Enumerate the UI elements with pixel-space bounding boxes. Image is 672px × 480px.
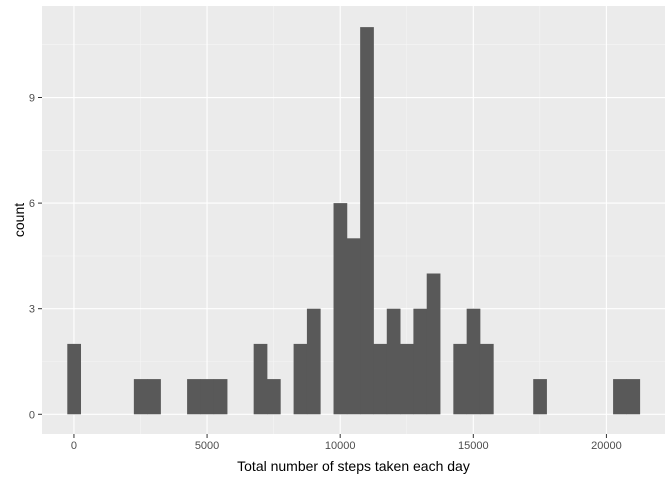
y-tick-label: 9 bbox=[29, 93, 35, 105]
histogram-bar bbox=[533, 379, 547, 415]
x-tick-label: 5000 bbox=[195, 440, 219, 452]
histogram-bar bbox=[346, 238, 361, 415]
histogram-bar bbox=[333, 203, 348, 415]
histogram-bar bbox=[213, 379, 228, 415]
y-tick-label: 3 bbox=[29, 304, 35, 316]
histogram-bar bbox=[200, 379, 215, 415]
histogram-bar bbox=[386, 308, 401, 415]
histogram-bar bbox=[253, 343, 268, 415]
x-tick-label: 10000 bbox=[325, 440, 356, 452]
x-tick-label: 15000 bbox=[458, 440, 489, 452]
histogram-bar bbox=[479, 343, 494, 415]
histogram-bar bbox=[306, 308, 321, 415]
histogram-bar bbox=[626, 379, 641, 415]
histogram-bar bbox=[400, 343, 414, 415]
histogram-bar bbox=[453, 343, 468, 415]
bars-layer bbox=[67, 27, 641, 415]
histogram-bar bbox=[133, 379, 148, 415]
histogram-bar bbox=[613, 379, 627, 415]
ticks-layer: 0 5000 10000 15000 20000 0 3 6 9 bbox=[29, 93, 622, 452]
histogram-bar bbox=[426, 273, 441, 415]
x-tick-label: 0 bbox=[71, 440, 77, 452]
y-axis-title: count bbox=[11, 203, 27, 237]
histogram-bar bbox=[413, 308, 428, 415]
y-tick-label: 6 bbox=[29, 198, 35, 210]
histogram-bar bbox=[360, 27, 374, 415]
histogram-bar bbox=[373, 343, 388, 415]
x-tick-label: 20000 bbox=[591, 440, 622, 452]
histogram-bar bbox=[466, 308, 481, 415]
x-axis-title: Total number of steps taken each day bbox=[237, 458, 470, 474]
histogram-bar bbox=[147, 379, 161, 415]
histogram-bar bbox=[266, 379, 281, 415]
histogram-bar bbox=[293, 343, 308, 415]
histogram-bar bbox=[67, 343, 82, 415]
y-tick-label: 0 bbox=[29, 409, 35, 421]
histogram-bar bbox=[187, 379, 201, 415]
